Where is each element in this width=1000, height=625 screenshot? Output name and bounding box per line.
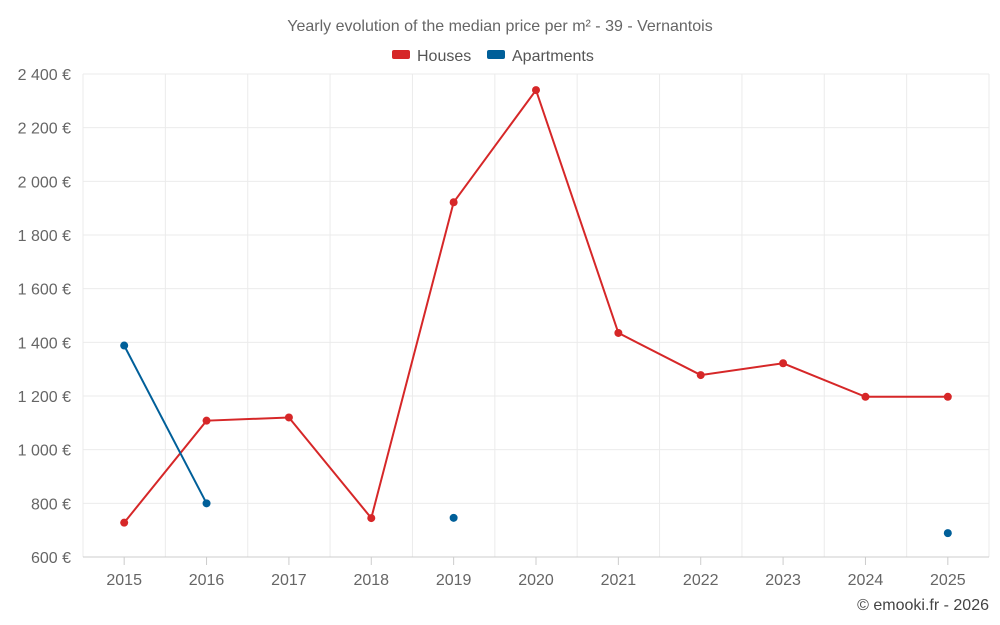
series-houses [120, 86, 952, 527]
data-point-apartments[interactable] [943, 529, 952, 538]
data-point-houses[interactable] [614, 328, 623, 337]
x-tick-label: 2020 [518, 572, 554, 589]
x-tick-label: 2021 [601, 572, 637, 589]
x-tick-label: 2018 [353, 572, 389, 589]
chart-title: Yearly evolution of the median price per… [287, 18, 712, 35]
data-point-houses[interactable] [779, 359, 788, 368]
legend-swatch-houses [392, 50, 410, 59]
x-axis: 2015 2016 2017 2018 2019 2020 2021 2022 2023 2024… [83, 556, 989, 589]
x-tick-label: 2017 [271, 572, 307, 589]
legend: Houses Apartments [392, 48, 594, 65]
y-axis: 600 € 800 € 1 000 € 1 200 € 1 400 € 1 600 € 1 … [18, 67, 71, 567]
x-tick-label: 2023 [765, 572, 801, 589]
x-tick-label: 2022 [683, 572, 719, 589]
y-tick-label: 800 € [31, 496, 71, 513]
y-tick-label: 600 € [31, 550, 71, 567]
legend-item-houses[interactable]: Houses [392, 48, 471, 65]
legend-swatch-apartments [487, 50, 505, 59]
x-tick-label: 2024 [848, 572, 884, 589]
series-layer [120, 86, 952, 538]
y-tick-label: 1 000 € [18, 443, 71, 460]
grid [82, 73, 990, 557]
data-point-houses[interactable] [367, 514, 376, 523]
y-tick-label: 2 400 € [18, 67, 71, 84]
data-point-houses[interactable] [943, 392, 952, 401]
data-point-houses[interactable] [532, 86, 540, 95]
data-point-houses[interactable] [696, 371, 705, 380]
series-line-apartments [123, 345, 208, 504]
data-point-houses[interactable] [449, 198, 458, 207]
data-point-apartments[interactable] [202, 499, 211, 508]
legend-item-apartments[interactable]: Apartments [487, 48, 594, 65]
y-tick-label: 1 200 € [18, 389, 71, 406]
legend-label-houses: Houses [417, 48, 471, 65]
data-point-houses[interactable] [284, 413, 293, 422]
x-tick-label: 2025 [930, 572, 966, 589]
y-tick-label: 1 600 € [18, 282, 71, 299]
legend-label-apartments: Apartments [512, 48, 594, 65]
data-point-apartments[interactable] [449, 513, 458, 522]
y-tick-label: 1 400 € [18, 335, 71, 352]
x-tick-label: 2019 [436, 572, 472, 589]
data-point-apartments[interactable] [120, 341, 129, 350]
data-point-houses[interactable] [861, 392, 870, 401]
x-tick-label: 2016 [189, 572, 225, 589]
y-tick-label: 1 800 € [18, 228, 71, 245]
y-tick-label: 2 000 € [18, 174, 71, 191]
data-point-houses[interactable] [202, 416, 211, 425]
series-apartments [120, 341, 952, 538]
y-tick-label: 2 200 € [18, 121, 71, 138]
x-tick-label: 2015 [106, 572, 142, 589]
data-point-houses[interactable] [120, 518, 129, 527]
credit-text: © emooki.fr - 2026 [857, 597, 989, 614]
